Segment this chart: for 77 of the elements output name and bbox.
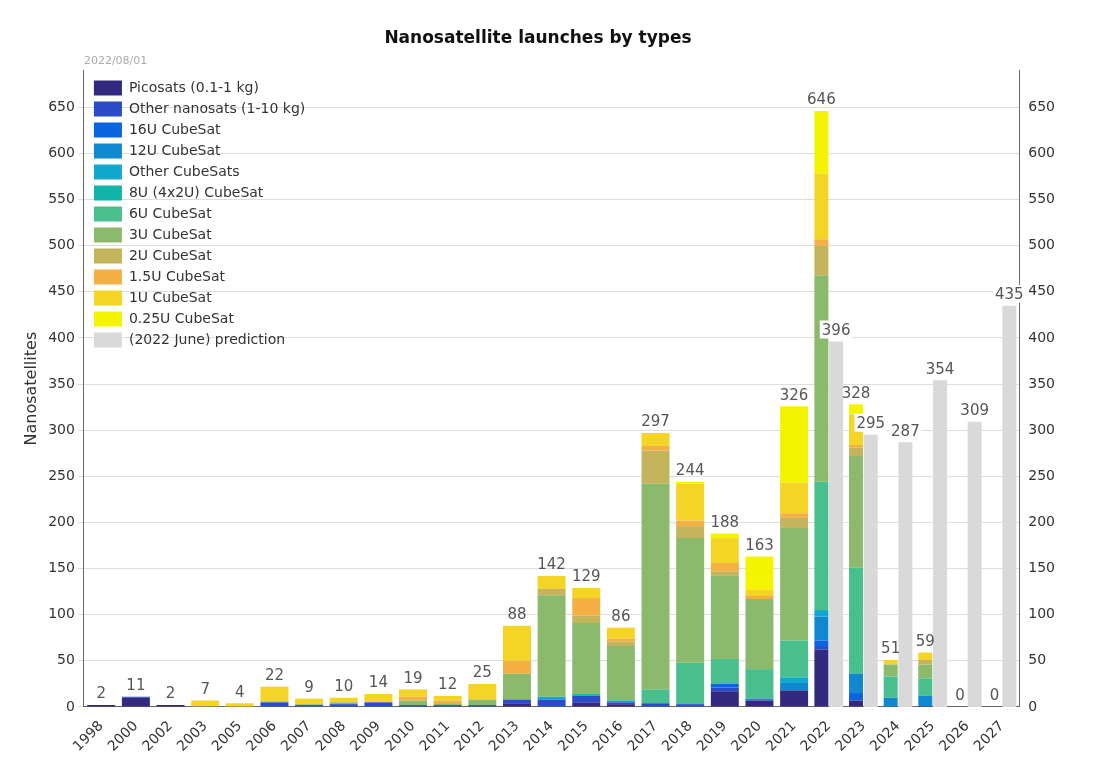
total-label: 25 [472, 663, 492, 682]
total-label: 163 [745, 535, 774, 554]
data-label: 295 [856, 414, 886, 433]
total-label: 4 [235, 682, 245, 701]
y-tick-label: 350 [48, 374, 75, 391]
total-label: 14 [368, 673, 388, 692]
total-label: 0 [989, 686, 1000, 705]
y-tick-label: 600 [48, 144, 75, 161]
total-label: 142 [537, 555, 566, 574]
y-tick-label: 100 [48, 605, 75, 622]
total-label: 326 [779, 385, 809, 404]
y2-tick-label: 350 [1028, 374, 1056, 391]
text: 2022/08/01 [83, 53, 148, 67]
total-label: 2 [165, 684, 176, 703]
y-tick-label: 650 [48, 97, 75, 114]
y-tick-label: 0 [66, 697, 75, 714]
total-label: 7 [200, 679, 210, 698]
legend-label: 16U CubeSat [128, 120, 222, 137]
y-tick-label: 500 [48, 236, 75, 253]
y-tick-label: 250 [48, 466, 75, 483]
y2-tick-label: 550 [1028, 190, 1056, 207]
data-label: 287 [891, 421, 920, 440]
total-label: 19 [403, 668, 423, 687]
legend-label: 12U CubeSat [128, 141, 222, 158]
total-label: 188 [710, 512, 740, 531]
y2-tick-label: 500 [1028, 236, 1056, 253]
legend-label: 8U (4x2U) CubeSat [128, 183, 264, 200]
legend-label: (2022 June) prediction [128, 330, 286, 347]
total-label: 88 [507, 605, 527, 624]
total-label: 129 [571, 567, 601, 586]
y2-tick-label: 0 [1028, 697, 1038, 714]
y2-tick-label: 600 [1028, 144, 1056, 161]
y-tick-label: 400 [48, 328, 75, 345]
y2-tick-label: 300 [1028, 420, 1056, 437]
data-label: 354 [925, 359, 955, 378]
legend-label: 0.25U CubeSat [128, 309, 235, 326]
total-label: 9 [304, 678, 314, 697]
legend-label: 1.5U CubeSat [128, 267, 226, 284]
y2-tick-label: 150 [1028, 559, 1056, 576]
legend-label: 3U CubeSat [128, 225, 213, 242]
y-tick-label: 50 [57, 651, 75, 668]
chart-title: Nanosatellite launches by types [384, 26, 692, 47]
total-label: 22 [264, 666, 284, 685]
total-label: 86 [611, 606, 631, 625]
legend-label: 2U CubeSat [128, 246, 213, 263]
total-label: 328 [841, 383, 871, 402]
y2-tick-label: 250 [1028, 466, 1056, 483]
data-label: 435 [995, 285, 1024, 304]
data-label: 396 [821, 321, 851, 340]
total-label: 297 [641, 412, 670, 431]
total-label: 0 [955, 686, 965, 705]
y2-tick-label: 200 [1028, 513, 1056, 530]
total-label: 59 [915, 631, 935, 650]
total-label: 11 [126, 676, 146, 695]
y2-tick-label: 450 [1028, 282, 1056, 299]
total-label: 51 [881, 639, 901, 658]
legend-label: 1U CubeSat [128, 288, 213, 305]
y2-tick-label: 400 [1028, 328, 1056, 345]
y-tick-label: 550 [48, 190, 75, 207]
y2-tick-label: 50 [1028, 651, 1047, 668]
total-label: 244 [675, 461, 705, 480]
total-label: 2 [96, 684, 107, 703]
legend-label: Other CubeSats [128, 162, 240, 179]
y-tick-label: 200 [48, 513, 75, 530]
y-tick-label: 450 [48, 282, 75, 299]
legend-label: Picosats (0.1-1 kg) [128, 78, 259, 95]
data-label: 309 [960, 401, 989, 420]
total-label: 12 [438, 675, 458, 694]
y2-tick-label: 650 [1028, 97, 1056, 114]
y-tick-label: 300 [48, 420, 75, 437]
y2-tick-label: 100 [1028, 605, 1056, 622]
y-axis-title: Nanosatellites [20, 331, 40, 446]
legend-label: Other nanosats (1-10 kg) [128, 99, 306, 116]
y-tick-label: 150 [48, 559, 75, 576]
total-label: 646 [807, 90, 836, 109]
total-label: 10 [334, 677, 354, 696]
legend-label: 6U CubeSat [128, 204, 213, 221]
